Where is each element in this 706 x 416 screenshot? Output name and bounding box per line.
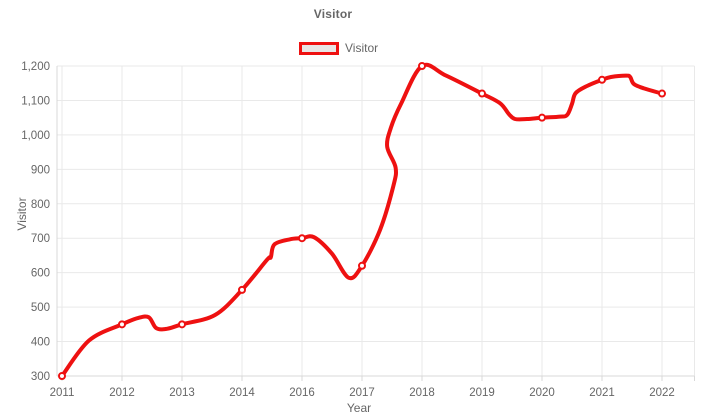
- x-tick-label: 2017: [349, 387, 375, 399]
- data-point-2019[interactable]: [478, 89, 486, 98]
- legend-item-visitor[interactable]: Visitor: [299, 41, 378, 55]
- data-point-2013[interactable]: [178, 320, 186, 329]
- axis-layer: [56, 66, 695, 381]
- data-point-2011[interactable]: [58, 372, 66, 380]
- y-tick-label: 500: [31, 302, 50, 314]
- y-tick-label: 300: [31, 371, 50, 383]
- data-point-2016[interactable]: [298, 234, 306, 243]
- x-tick-label: 2016: [289, 387, 315, 399]
- series-layer: [58, 62, 666, 380]
- data-point-2021[interactable]: [598, 75, 606, 84]
- y-axis-title: Visitor: [15, 197, 29, 230]
- legend-label: Visitor: [345, 41, 379, 55]
- x-tick-label: 2014: [229, 387, 255, 399]
- x-tick-label: 2012: [109, 387, 135, 399]
- y-tick-label: 1,200: [21, 61, 50, 73]
- visitor-line: [60, 62, 664, 378]
- tick-label-layer: 300 400 500 600 700 800 900 1,000 1,100 1,200 2011…: [21, 61, 675, 399]
- x-axis-title: Year: [347, 401, 371, 415]
- x-tick-label: 2013: [169, 387, 195, 399]
- data-point-2012[interactable]: [118, 320, 126, 329]
- data-point-2018[interactable]: [418, 62, 426, 70]
- x-tick-label: 2020: [529, 387, 555, 399]
- y-tick-label: 1,100: [21, 95, 50, 107]
- y-tick-label: 800: [31, 199, 50, 211]
- x-tick-label: 2019: [469, 387, 495, 399]
- x-tick-label: 2011: [50, 387, 75, 399]
- y-tick-label: 1,000: [21, 130, 50, 142]
- x-tick-label: 2021: [589, 387, 615, 399]
- data-point-2014[interactable]: [238, 285, 246, 294]
- data-point-2017[interactable]: [358, 261, 366, 270]
- legend-swatch: [299, 41, 339, 55]
- x-tick-label: 2022: [649, 387, 675, 399]
- y-tick-label: 700: [31, 233, 50, 245]
- y-tick-label: 900: [31, 164, 50, 176]
- y-tick-label: 600: [31, 268, 50, 280]
- data-point-2022[interactable]: [658, 89, 666, 98]
- grid-layer: [57, 65, 695, 376]
- data-point-2020[interactable]: [538, 113, 546, 122]
- chart-title: Visitor: [313, 7, 353, 21]
- y-tick-label: 400: [31, 337, 50, 349]
- x-tick-label: 2018: [409, 387, 435, 399]
